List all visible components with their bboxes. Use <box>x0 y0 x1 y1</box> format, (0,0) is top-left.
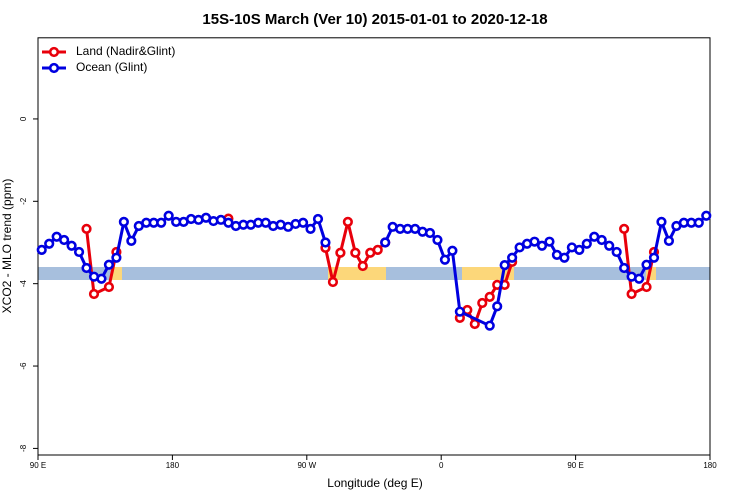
data-point <box>544 236 555 247</box>
x-tick-label: 0 <box>439 461 444 470</box>
data-point <box>36 244 47 256</box>
data-point <box>507 252 518 263</box>
data-point <box>514 242 525 253</box>
data-point <box>641 281 652 293</box>
data-point <box>656 216 667 227</box>
data-point <box>81 223 92 234</box>
data-point <box>380 237 391 248</box>
data-point <box>499 260 510 271</box>
data-point <box>619 223 630 234</box>
data-point <box>477 297 488 309</box>
data-point <box>701 210 712 221</box>
data-point <box>81 262 92 274</box>
y-tick-label: -8 <box>19 444 28 452</box>
y-tick-label: -6 <box>19 362 28 370</box>
data-point <box>312 213 324 225</box>
x-tick-label: 180 <box>703 461 717 470</box>
series <box>36 210 712 331</box>
data-point <box>454 306 465 317</box>
data-point <box>66 240 77 251</box>
x-axis-label: Longitude (deg E) <box>327 476 422 490</box>
data-point <box>439 254 451 265</box>
data-point <box>103 281 115 293</box>
data-point <box>492 301 503 312</box>
data-point <box>693 217 704 228</box>
data-point <box>619 262 630 274</box>
data-point <box>327 276 339 288</box>
data-point <box>626 288 637 300</box>
data-point <box>604 240 615 251</box>
y-axis-label: XCO2 - MLO trend (ppm) <box>0 179 14 314</box>
data-point <box>44 238 55 249</box>
legend-label: Land (Nadir&Glint) <box>76 44 175 58</box>
y-tick-label: -2 <box>19 197 28 205</box>
data-point <box>372 244 383 256</box>
data-point <box>126 235 137 246</box>
y-tick-label: -4 <box>19 280 28 288</box>
data-point <box>536 240 548 251</box>
series-line <box>85 228 118 297</box>
data-point <box>103 259 115 270</box>
data-point <box>559 252 570 263</box>
data-point <box>424 227 436 239</box>
data-point <box>432 234 443 246</box>
data-point <box>350 247 361 258</box>
data-point <box>305 223 316 234</box>
chart-title: 15S-10S March (Ver 10) 2015-01-01 to 202… <box>202 11 547 28</box>
data-point <box>447 245 458 256</box>
legend-marker <box>48 62 60 74</box>
legend-label: Ocean (Glint) <box>76 60 147 74</box>
data-point <box>581 238 592 249</box>
x-tick-label: 90 E <box>30 461 46 470</box>
data-point <box>357 260 368 272</box>
data-point <box>641 259 652 270</box>
y-tick-label: 0 <box>19 116 28 121</box>
data-point <box>88 288 100 300</box>
data-point <box>663 235 675 246</box>
data-point <box>529 236 540 247</box>
legend-marker <box>48 46 60 58</box>
data-point <box>342 216 353 227</box>
data-point <box>611 246 622 258</box>
x-tick-label: 90 W <box>297 461 316 470</box>
data-point <box>484 320 495 331</box>
data-point <box>156 217 167 228</box>
land-band <box>328 267 386 280</box>
land-band <box>462 267 514 280</box>
data-point <box>596 234 607 246</box>
data-point <box>484 291 495 302</box>
x-tick-label: 180 <box>166 461 180 470</box>
data-point <box>648 252 660 263</box>
data-point <box>96 273 107 284</box>
land-band <box>112 267 122 280</box>
data-point <box>574 244 585 256</box>
data-point <box>320 237 331 248</box>
surface-band <box>38 267 710 280</box>
data-point <box>111 252 122 263</box>
series-line <box>622 228 656 297</box>
data-point <box>73 246 85 258</box>
data-point <box>335 247 346 258</box>
data-point <box>59 234 70 246</box>
land-band <box>646 267 656 280</box>
data-point <box>118 216 129 227</box>
plot-frame <box>37 37 711 456</box>
data-point <box>633 273 645 284</box>
data-point <box>163 210 174 221</box>
data-point <box>297 217 309 228</box>
x-tick-label: 90 E <box>567 461 583 470</box>
